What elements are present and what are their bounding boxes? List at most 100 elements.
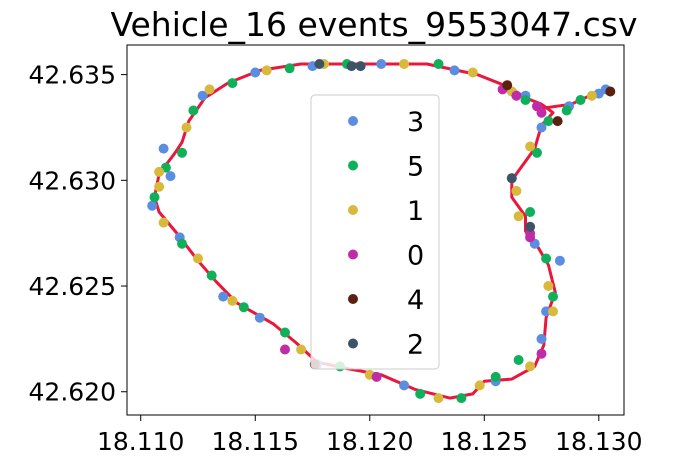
data-point bbox=[204, 84, 215, 95]
data-point bbox=[154, 181, 165, 192]
data-point bbox=[536, 107, 547, 118]
data-point bbox=[541, 306, 552, 317]
data-point bbox=[399, 59, 410, 69]
data-point bbox=[561, 105, 572, 116]
x-tick-label: 18.120 bbox=[326, 427, 413, 456]
legend-marker bbox=[348, 294, 358, 304]
data-point bbox=[254, 312, 265, 323]
x-tick-label: 18.115 bbox=[212, 427, 299, 456]
series-5 bbox=[149, 59, 586, 404]
data-point bbox=[605, 86, 616, 97]
data-point bbox=[536, 122, 547, 133]
legend-marker bbox=[348, 338, 358, 349]
x-tick-label: 18.110 bbox=[97, 427, 184, 456]
data-point bbox=[165, 171, 176, 182]
data-point bbox=[218, 291, 229, 302]
data-point bbox=[532, 147, 542, 158]
data-point bbox=[149, 192, 160, 203]
data-point bbox=[543, 116, 554, 127]
data-point bbox=[188, 105, 199, 116]
data-point bbox=[490, 371, 501, 382]
data-point bbox=[467, 67, 478, 78]
legend-label: 5 bbox=[407, 152, 424, 183]
legend-label: 2 bbox=[407, 330, 424, 361]
data-point bbox=[314, 59, 325, 69]
data-point bbox=[250, 67, 261, 78]
data-point bbox=[456, 393, 467, 404]
data-point bbox=[158, 217, 169, 228]
plot-border bbox=[126, 44, 625, 416]
legend-box bbox=[310, 94, 440, 370]
legend-label: 0 bbox=[407, 241, 424, 272]
data-point bbox=[284, 63, 295, 74]
y-axis: 42.620 42.625 42.630 42.635 bbox=[29, 61, 127, 407]
data-point bbox=[506, 173, 517, 184]
data-point bbox=[586, 90, 597, 101]
legend-marker bbox=[348, 249, 358, 260]
data-point bbox=[525, 232, 536, 243]
data-point bbox=[206, 270, 217, 281]
data-point bbox=[548, 306, 558, 317]
data-point bbox=[513, 211, 524, 222]
data-point bbox=[197, 90, 208, 101]
data-point bbox=[376, 59, 387, 69]
legend-marker bbox=[348, 205, 358, 215]
legend-marker bbox=[348, 116, 358, 126]
data-point bbox=[525, 221, 536, 232]
data-point bbox=[181, 122, 192, 133]
data-point bbox=[525, 361, 536, 372]
data-point bbox=[536, 348, 547, 359]
data-point bbox=[371, 371, 382, 382]
data-point bbox=[193, 253, 203, 264]
series-1 bbox=[154, 59, 597, 404]
data-point bbox=[296, 344, 307, 355]
data-point bbox=[536, 333, 547, 344]
y-tick-label: 42.635 bbox=[29, 61, 116, 90]
data-point bbox=[355, 61, 366, 72]
data-point bbox=[177, 238, 187, 249]
data-point bbox=[511, 185, 522, 196]
data-point bbox=[433, 59, 444, 69]
data-point bbox=[238, 302, 249, 313]
data-point bbox=[474, 380, 485, 391]
x-tick-label: 18.125 bbox=[441, 427, 528, 456]
data-point bbox=[280, 344, 290, 355]
data-point bbox=[415, 388, 426, 399]
x-axis: 18.110 18.115 18.120 18.125 18.130 bbox=[97, 415, 643, 456]
y-tick-label: 42.625 bbox=[29, 272, 116, 301]
data-point bbox=[552, 116, 563, 127]
data-point bbox=[513, 355, 524, 365]
data-point bbox=[520, 95, 531, 105]
data-point bbox=[541, 253, 552, 264]
legend-marker bbox=[348, 160, 358, 171]
data-point bbox=[280, 327, 290, 338]
data-point bbox=[154, 166, 165, 177]
data-point bbox=[554, 255, 565, 266]
data-point bbox=[147, 200, 158, 211]
data-point bbox=[543, 281, 554, 291]
data-point bbox=[575, 95, 586, 105]
series-2 bbox=[314, 59, 536, 232]
data-point bbox=[399, 380, 410, 391]
data-point bbox=[261, 65, 272, 76]
legend-label: 3 bbox=[407, 107, 424, 138]
data-point bbox=[525, 141, 536, 152]
data-point bbox=[227, 295, 238, 306]
legend-label: 1 bbox=[407, 196, 424, 227]
y-tick-label: 42.620 bbox=[29, 378, 116, 407]
y-tick-label: 42.630 bbox=[29, 166, 116, 195]
data-point bbox=[502, 80, 513, 91]
data-point bbox=[433, 393, 444, 404]
data-point bbox=[227, 78, 238, 89]
data-point bbox=[449, 65, 460, 76]
legend: 3 5 1 0 4 2 bbox=[310, 94, 440, 370]
data-point bbox=[177, 147, 187, 158]
chart-title: Vehicle_16 events_9553047.csv bbox=[110, 5, 637, 44]
legend-label: 4 bbox=[407, 285, 424, 316]
x-tick-label: 18.130 bbox=[555, 427, 642, 456]
data-point bbox=[548, 291, 558, 302]
data-point bbox=[525, 207, 536, 217]
data-point bbox=[346, 61, 357, 72]
data-point bbox=[158, 143, 169, 154]
